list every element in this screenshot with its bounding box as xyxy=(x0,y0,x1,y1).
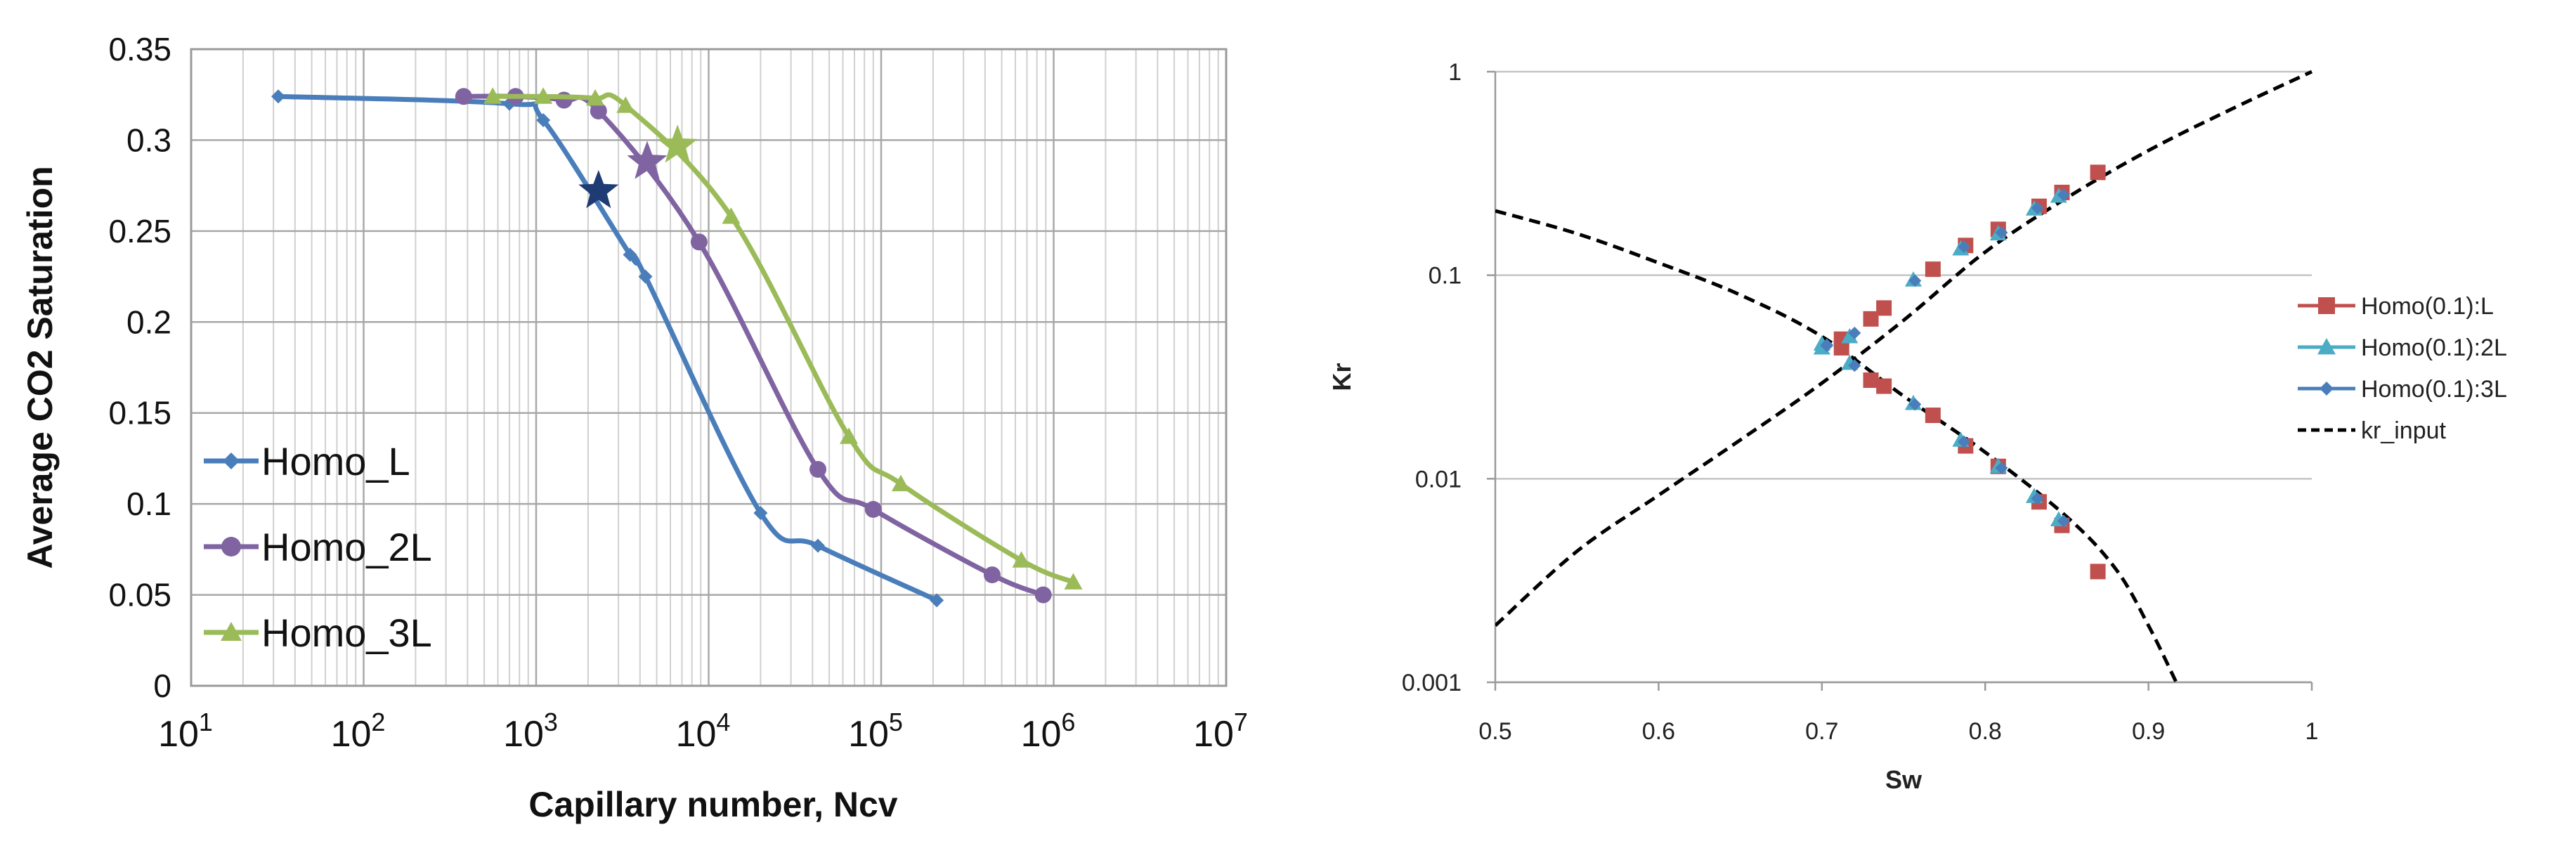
data-point-Homo(0.1):L xyxy=(1925,408,1941,424)
x-tick-label: 0.6 xyxy=(1642,718,1675,745)
data-point-Homo_3L xyxy=(722,207,741,224)
data-point-Homo_2L xyxy=(983,566,1001,584)
data-point-Homo(0.1):3L xyxy=(1995,226,2008,239)
data-point-Homo(0.1):L xyxy=(2090,164,2106,181)
data-point-Homo_3L xyxy=(586,89,605,106)
y-tick-label: 0 xyxy=(153,668,171,704)
data-point-Homo_2L xyxy=(864,500,882,518)
x-tick-label: 1 xyxy=(2305,718,2319,745)
star-marker-Homo_3L xyxy=(657,124,698,163)
y-tick-label: 0.3 xyxy=(126,122,171,158)
data-point-Homo_L xyxy=(638,269,653,284)
legend-marker-Homo_L xyxy=(223,453,240,469)
data-point-Homo(0.1):L xyxy=(2090,564,2106,580)
y-tick-label: 0.1 xyxy=(1429,263,1462,289)
data-point-Homo_3L xyxy=(534,87,553,104)
legend-label: Homo_L xyxy=(261,439,410,483)
legend-label: Homo(0.1):3L xyxy=(2361,376,2507,403)
data-point-Homo_3L xyxy=(840,427,859,444)
legend-marker-Homo_3L xyxy=(221,622,242,641)
x-tick-label: 107 xyxy=(1193,708,1248,755)
data-point-Homo_L xyxy=(930,593,944,608)
y-tick-label: 1 xyxy=(1448,59,1462,86)
data-point-Homo(0.1):3L xyxy=(2031,201,2044,214)
data-point-Homo_3L xyxy=(483,87,502,104)
legend-label: Homo(0.1):2L xyxy=(2361,334,2507,361)
x-tick-label: 106 xyxy=(1021,708,1076,755)
data-point-Homo(0.1):2L xyxy=(1841,327,1859,344)
y-tick-label: 0.001 xyxy=(1402,670,1462,696)
relative-permeability-chart: 0.001 0.01 0.1 1 0.5 0.6 0.7 0.8 0.9 1 Sw Kr Homo(0.… xyxy=(1327,59,2507,794)
x-tick-label: 105 xyxy=(848,708,903,755)
y-tick-label: 0.2 xyxy=(126,304,171,340)
x-tick-label: 0.7 xyxy=(1805,718,1838,745)
data-point-Homo_3L xyxy=(1012,551,1031,568)
data-point-Homo(0.1):3L xyxy=(1848,326,1861,339)
legend-marker-Homo(0.1):L xyxy=(2318,297,2335,314)
data-point-Homo_3L xyxy=(616,96,635,113)
series-line-Homo_3L xyxy=(493,92,1074,585)
data-point-Homo_2L xyxy=(1034,586,1052,604)
legend-label: Homo_2L xyxy=(261,525,432,569)
y-tick-label: 0.01 xyxy=(1415,466,1462,493)
x-tick-label: 0.9 xyxy=(2132,718,2165,745)
data-point-Homo_2L xyxy=(690,233,708,251)
x-tick-label: 0.5 xyxy=(1478,718,1511,745)
legend-marker-Homo(0.1):3L xyxy=(2320,382,2334,396)
y-tick-label: 0.35 xyxy=(108,31,171,67)
data-point-Homo(0.1):L xyxy=(1833,339,1849,356)
data-point-Homo(0.1):3L xyxy=(2057,188,2070,202)
y-axis-title: Kr xyxy=(1327,363,1356,391)
data-point-Homo(0.1):L xyxy=(1876,378,1892,394)
data-point-Homo_L xyxy=(623,247,637,262)
data-point-Homo_2L xyxy=(590,103,607,120)
y-tick-label: 0.05 xyxy=(108,577,171,613)
capillary-number-chart: 0 0.05 0.1 0.15 0.2 0.25 0.3 0.35 101 102 103 104 10… xyxy=(20,31,1248,824)
x-axis-title: Capillary number, Ncv xyxy=(528,785,897,824)
data-point-Homo_L xyxy=(753,506,768,521)
data-point-Homo(0.1):3L xyxy=(1995,461,2008,474)
star-marker-Homo_2L xyxy=(627,141,668,179)
x-tick-label: 0.8 xyxy=(1969,718,2002,745)
data-point-Homo(0.1):3L xyxy=(1957,240,1970,254)
data-point-Homo_3L xyxy=(891,474,910,492)
kr-input-curve xyxy=(1495,70,2313,627)
plot-area-border xyxy=(190,48,1228,687)
data-point-Homo_3L xyxy=(1064,573,1083,590)
data-point-Homo(0.1):L xyxy=(1863,311,1879,327)
x-axis-title: Sw xyxy=(1885,765,1923,794)
data-point-Homo(0.1):3L xyxy=(1957,435,1970,448)
data-point-Homo(0.1):3L xyxy=(1908,398,1922,411)
y-tick-label: 0.15 xyxy=(108,395,171,431)
data-point-Homo_L xyxy=(536,112,551,127)
y-tick-label: 0.25 xyxy=(108,213,171,249)
data-point-Homo(0.1):3L xyxy=(2057,514,2070,528)
data-point-Homo(0.1):3L xyxy=(1820,338,1833,351)
y-tick-label: 0.1 xyxy=(126,486,171,522)
data-point-Homo(0.1):3L xyxy=(1848,359,1861,372)
legend-label: kr_input xyxy=(2361,417,2447,444)
data-point-Homo(0.1):L xyxy=(1925,261,1941,278)
data-point-Homo(0.1):L xyxy=(1863,372,1879,389)
kr-input-curve xyxy=(1495,209,2178,682)
star-marker-Homo_L xyxy=(578,169,619,209)
data-point-Homo_2L xyxy=(555,91,573,109)
x-tick-label: 101 xyxy=(158,708,213,755)
data-point-Homo(0.1):L xyxy=(1876,300,1892,316)
data-point-Homo_2L xyxy=(455,88,472,105)
legend-marker-Homo_2L xyxy=(221,537,241,557)
legend-marker-Homo(0.1):2L xyxy=(2317,338,2336,355)
legend-label: Homo(0.1):L xyxy=(2361,293,2494,320)
x-tick-label: 103 xyxy=(503,708,558,755)
x-tick-label: 104 xyxy=(676,708,731,755)
data-point-Homo_2L xyxy=(809,460,827,478)
data-point-Homo_L xyxy=(271,89,286,104)
data-point-Homo(0.1):3L xyxy=(1908,274,1922,287)
y-axis-title: Average CO2 Saturation xyxy=(20,166,60,568)
x-tick-label: 102 xyxy=(331,708,386,755)
legend-label: Homo_3L xyxy=(261,611,432,655)
data-point-Homo_L xyxy=(811,538,826,553)
data-point-Homo(0.1):3L xyxy=(2031,492,2044,505)
